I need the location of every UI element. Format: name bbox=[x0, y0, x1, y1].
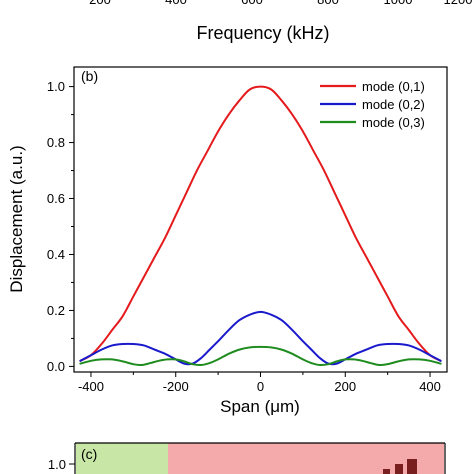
bar bbox=[407, 459, 417, 474]
top-tick-label: 200 bbox=[89, 0, 111, 7]
panel-c: 1.0 (c) bbox=[48, 442, 446, 474]
y-axis: 0.0 0.2 0.4 0.6 0.8 1.0 bbox=[47, 79, 74, 374]
top-tick-label: 400 bbox=[165, 0, 187, 7]
top-tick-label: 1000 bbox=[384, 0, 413, 7]
legend-label-mode-03: mode (0,3) bbox=[362, 115, 425, 130]
panel-label: (c) bbox=[81, 446, 97, 462]
series-group bbox=[79, 85, 442, 367]
top-xaxis-title: Frequency (kHz) bbox=[196, 23, 329, 43]
y-tick-label: 0.4 bbox=[47, 247, 65, 262]
x-tick-label: 400 bbox=[419, 379, 441, 394]
legend-label-mode-02: mode (0,2) bbox=[362, 97, 425, 112]
top-fragment: 200 400 600 800 1000 1200 Frequency (kHz… bbox=[89, 0, 472, 43]
bar bbox=[383, 469, 390, 474]
x-axis-title: Span (μm) bbox=[220, 397, 300, 416]
series-line-mode-01 bbox=[79, 85, 442, 362]
x-axis: -400 -200 0 200 400 bbox=[78, 372, 441, 394]
y-tick-label: 1.0 bbox=[47, 79, 65, 94]
panel-b: (b) -400 -200 0 200 400 0.0 0.2 0.4 0.6 0.8 1.0 S… bbox=[7, 66, 448, 416]
x-tick-label: -200 bbox=[163, 379, 189, 394]
x-tick-label: 0 bbox=[257, 379, 264, 394]
x-tick-label: 200 bbox=[334, 379, 356, 394]
x-tick-label: -400 bbox=[78, 379, 104, 394]
y-tick-label: 0.0 bbox=[47, 359, 65, 374]
top-tick-label: 800 bbox=[317, 0, 339, 7]
y-axis-title: Displacement (a.u.) bbox=[7, 145, 26, 292]
legend: mode (0,1) mode (0,2) mode (0,3) bbox=[320, 79, 425, 130]
bar bbox=[395, 464, 403, 474]
y-tick-label: 0.6 bbox=[47, 191, 65, 206]
panel-label: (b) bbox=[81, 68, 98, 84]
series-line-mode-02 bbox=[79, 310, 442, 366]
y-tick-label: 1.0 bbox=[48, 457, 66, 472]
y-tick-label: 0.8 bbox=[47, 135, 65, 150]
series-line-mode-03 bbox=[79, 345, 442, 367]
y-tick-label: 0.2 bbox=[47, 303, 65, 318]
top-tick-label: 1200 bbox=[444, 0, 473, 7]
plot-frame bbox=[73, 66, 448, 373]
background-region-green bbox=[76, 443, 168, 474]
legend-label-mode-01: mode (0,1) bbox=[362, 79, 425, 94]
top-tick-label: 600 bbox=[241, 0, 263, 7]
